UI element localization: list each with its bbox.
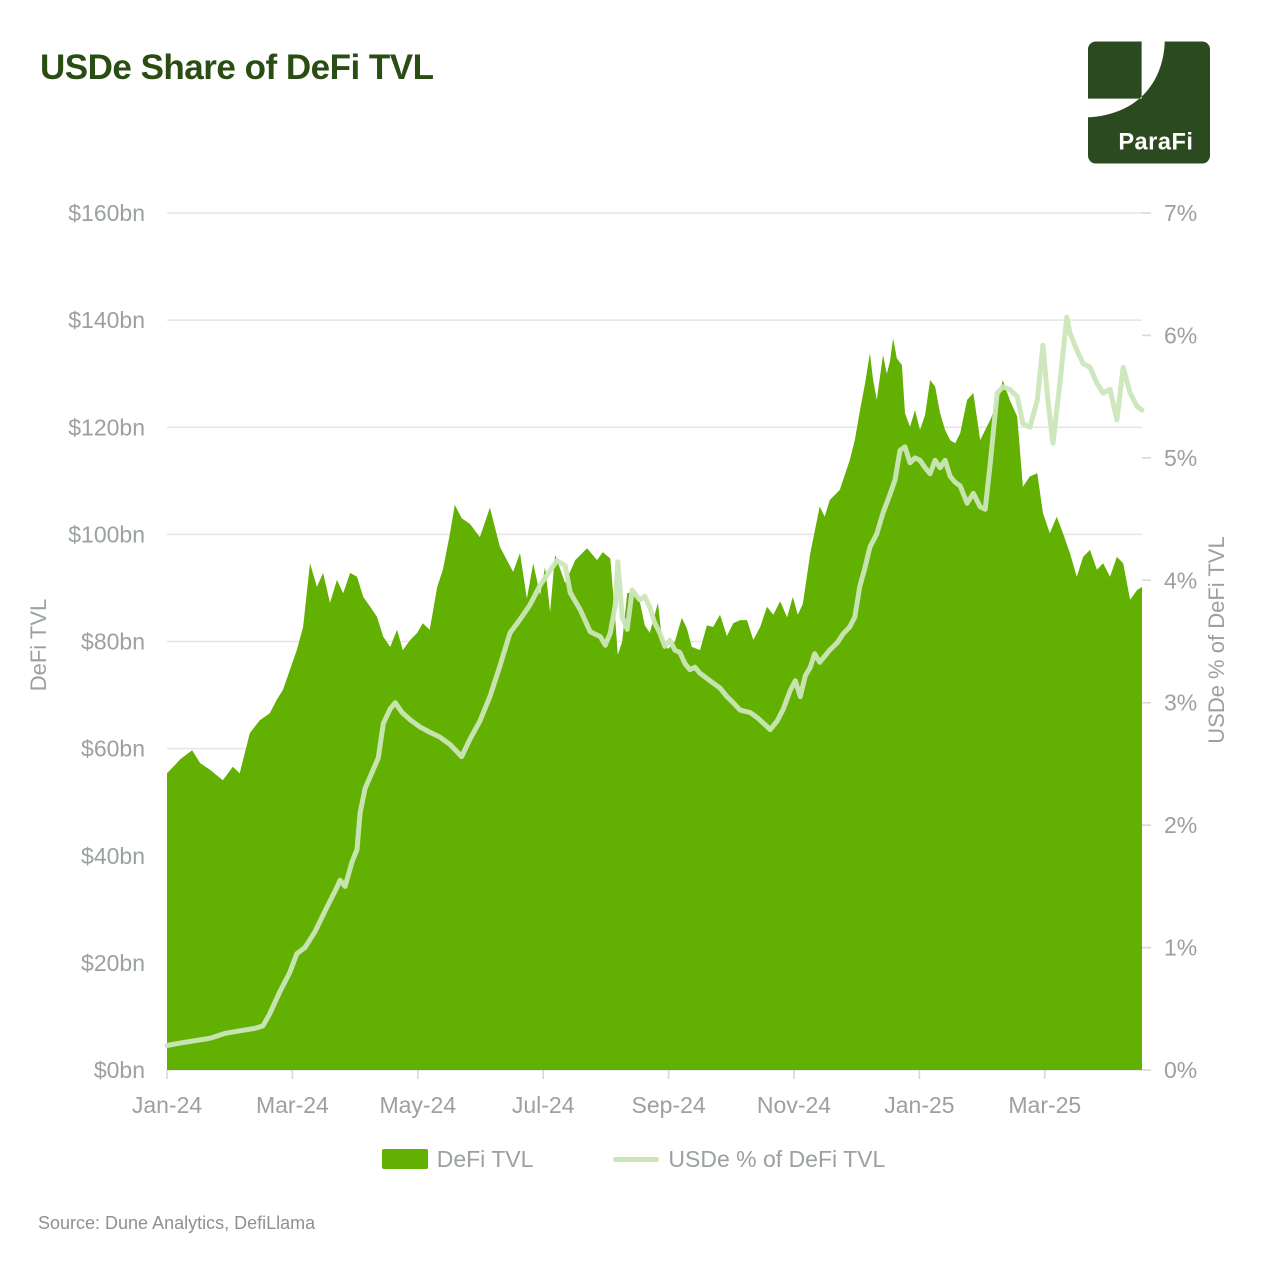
right-axis-title: USDe % of DeFi TVL bbox=[1204, 536, 1229, 743]
left-axis-tick-label: $100bn bbox=[68, 521, 145, 547]
legend-item-usde-share: USDe % of DeFi TVL bbox=[613, 1146, 885, 1173]
right-axis-tick-label: 1% bbox=[1164, 935, 1197, 961]
right-axis-tick-label: 4% bbox=[1164, 567, 1197, 593]
legend-item-defi-tvl: DeFi TVL bbox=[381, 1145, 534, 1173]
left-axis-tick-label: $0bn bbox=[94, 1057, 145, 1083]
legend-label-usde-share: USDe % of DeFi TVL bbox=[668, 1145, 886, 1172]
left-axis-tick-label: $40bn bbox=[81, 843, 145, 869]
right-axis-tick-label: 3% bbox=[1164, 690, 1197, 716]
source-note: Source: Dune Analytics, DefiLlama bbox=[38, 1213, 316, 1233]
right-axis-tick-label: 0% bbox=[1164, 1057, 1197, 1083]
left-axis-tick-label: $160bn bbox=[68, 200, 145, 226]
x-axis-tick-label: Mar-24 bbox=[256, 1092, 329, 1118]
left-axis-tick-label: $20bn bbox=[81, 950, 145, 976]
logo-curve-cut bbox=[1088, 41, 1165, 118]
right-axis-tick-label: 7% bbox=[1164, 200, 1197, 226]
legend-label-defi-tvl: DeFi TVL bbox=[436, 1145, 534, 1172]
left-axis-tick-label: $80bn bbox=[81, 629, 145, 655]
left-axis-tick-label: $120bn bbox=[68, 414, 145, 440]
x-axis-tick-label: Sep-24 bbox=[632, 1092, 706, 1118]
logo-wordmark: ParaFi bbox=[1118, 130, 1193, 156]
usde-share-line-series bbox=[164, 314, 1145, 1048]
usde-share-line-swatch-icon bbox=[613, 1156, 660, 1162]
x-axis-tick-label: Nov-24 bbox=[757, 1092, 831, 1118]
defi-tvl-area-swatch-icon bbox=[381, 1149, 428, 1169]
x-axis-tick-label: Jan-24 bbox=[132, 1092, 203, 1118]
legend: DeFi TVL USDe % of DeFi TVL bbox=[0, 1142, 1267, 1176]
right-axis-tick-label: 2% bbox=[1164, 812, 1197, 838]
left-axis-title: DeFi TVL bbox=[26, 599, 51, 692]
x-axis-tick-label: Jan-25 bbox=[884, 1092, 954, 1118]
x-axis-tick-label: Mar-25 bbox=[1008, 1092, 1081, 1118]
parafi-logo-icon: ParaFi bbox=[1088, 41, 1210, 164]
x-axis-tick-label: May-24 bbox=[379, 1092, 456, 1118]
left-axis-tick-label: $60bn bbox=[81, 736, 145, 762]
left-axis-tick-label: $140bn bbox=[68, 307, 145, 333]
parafi-logo: ParaFi bbox=[1088, 41, 1210, 164]
page-title: USDe Share of DeFi TVL bbox=[40, 48, 434, 87]
defi-tvl-area-series bbox=[167, 338, 1142, 1070]
logo-background bbox=[1088, 41, 1210, 164]
x-axis-tick-label: Jul-24 bbox=[512, 1092, 575, 1118]
right-axis-tick-label: 6% bbox=[1164, 322, 1197, 348]
right-axis-tick-label: 5% bbox=[1164, 445, 1197, 471]
